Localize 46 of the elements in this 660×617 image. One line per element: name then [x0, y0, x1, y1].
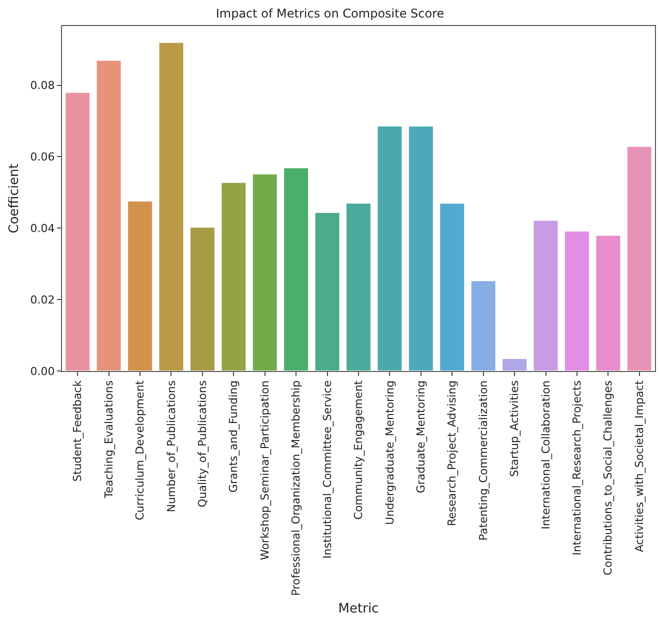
bar — [314, 212, 340, 371]
x-tick-label: Curriculum_Development — [134, 380, 147, 520]
chart-title: Impact of Metrics on Composite Score — [216, 6, 444, 21]
bar — [283, 167, 310, 371]
x-tick-label: Research_Project_Advising — [446, 380, 459, 526]
bar — [127, 200, 154, 371]
x-tick-label: Institutional_Committee_Service — [320, 380, 334, 559]
x-tick-label: Patenting_Commercialization — [476, 380, 490, 541]
x-tick-label: Startup_Activities — [508, 380, 522, 477]
x-tick-label: Activities_with_Societal_Impact — [632, 380, 646, 552]
x-tick-label: International_Collaboration — [539, 380, 552, 530]
x-tick-label: International_Research_Projects — [570, 380, 584, 556]
bar — [502, 358, 528, 371]
bar — [564, 230, 590, 371]
bar — [595, 234, 622, 371]
x-tick-label: Quality_of_Publications — [196, 380, 210, 508]
bar — [532, 220, 559, 371]
x-tick-label: Grants_and_Funding — [227, 380, 240, 493]
bar — [470, 280, 496, 371]
x-tick-label: Community_Engagement — [352, 380, 366, 520]
y-tick-label: 0.00 — [30, 364, 55, 378]
y-tick-label: 0.08 — [30, 79, 55, 92]
bar — [408, 126, 434, 371]
bar — [96, 60, 122, 371]
x-tick-label: Contributions_to_Social_Challenges — [602, 380, 615, 576]
x-tick-label: Teaching_Evaluations — [102, 380, 116, 500]
x-tick-label: Student_Feedback — [71, 380, 84, 482]
bar — [346, 202, 372, 371]
x-tick-label: Undergraduate_Mentoring — [383, 380, 396, 525]
x-tick-label: Workshop_Seminar_Participation — [258, 380, 272, 560]
y-tick-label: 0.06 — [30, 150, 55, 164]
x-tick-label: Professional_Organization_Membership — [290, 380, 303, 596]
bar — [626, 146, 652, 371]
x-tick-label: Graduate_Mentoring — [414, 380, 428, 494]
x-axis-title: Metric — [338, 601, 379, 616]
bar — [439, 202, 466, 371]
bar — [220, 182, 247, 371]
bar — [376, 126, 403, 371]
y-tick-label: 0.04 — [30, 222, 55, 235]
x-tick-label: Number_of_Publications — [164, 380, 178, 512]
bar — [189, 226, 216, 371]
bar — [64, 92, 91, 371]
y-tick-label: 0.02 — [30, 293, 55, 306]
y-axis-title: Coefficient — [7, 164, 22, 234]
bar — [158, 42, 184, 371]
bar — [252, 173, 278, 371]
